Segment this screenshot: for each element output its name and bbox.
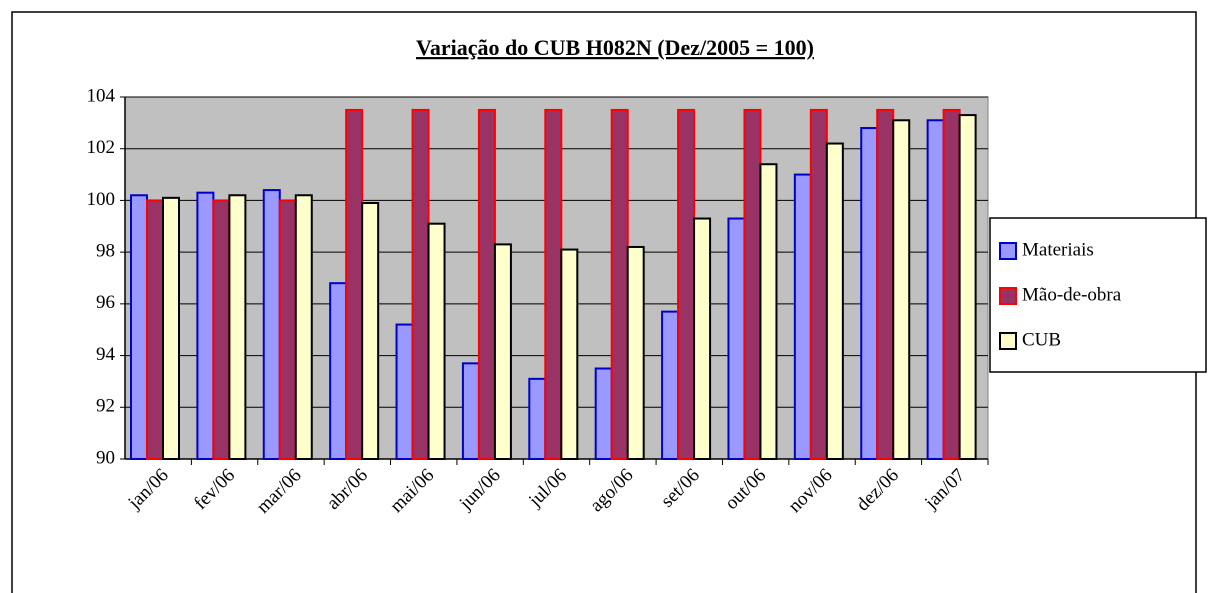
legend-label: Materiais	[1022, 239, 1094, 260]
y-tick-label: 92	[96, 396, 115, 417]
bar	[610, 108, 629, 461]
legend-swatch	[999, 242, 1017, 260]
x-tick-label: abr/06	[323, 465, 372, 514]
legend-swatch	[999, 332, 1017, 350]
bar	[677, 108, 696, 461]
bar	[411, 108, 430, 461]
bar	[958, 114, 977, 460]
bar	[892, 119, 911, 461]
x-tick-label: jan/07	[920, 465, 969, 514]
bar	[759, 163, 778, 460]
x-tick-label: dez/06	[852, 465, 903, 516]
bar	[461, 362, 480, 461]
bar	[626, 245, 645, 460]
bar	[560, 248, 579, 460]
x-tick-label: jun/06	[455, 465, 505, 515]
bar	[212, 199, 231, 461]
x-tick-label: ago/06	[586, 465, 637, 516]
bar	[493, 243, 512, 460]
x-tick-label: jul/06	[524, 465, 571, 512]
bar	[942, 108, 961, 461]
y-tick-label: 94	[96, 344, 116, 365]
bar	[196, 191, 215, 461]
legend-label: Mão-de-obra	[1022, 284, 1122, 305]
bar	[743, 108, 762, 461]
x-tick-label: jan/06	[124, 465, 173, 514]
bar	[661, 310, 680, 460]
bar	[825, 142, 844, 461]
x-tick-label: set/06	[657, 465, 704, 512]
chart-title: Variação do CUB H082N (Dez/2005 = 100)	[416, 35, 814, 60]
bar	[809, 108, 828, 461]
bar	[693, 217, 712, 460]
y-tick-label: 96	[96, 292, 115, 313]
bar	[262, 189, 281, 460]
legend-label: CUB	[1022, 329, 1061, 350]
y-tick-label: 102	[87, 137, 116, 158]
bar	[477, 108, 496, 461]
bar	[329, 282, 348, 460]
y-tick-label: 98	[96, 241, 115, 262]
bar	[294, 194, 313, 460]
bar	[278, 199, 297, 461]
bar	[130, 194, 148, 460]
legend-swatch	[999, 287, 1017, 305]
bar	[544, 108, 563, 461]
bar	[228, 194, 247, 460]
bar	[162, 196, 180, 460]
bar	[528, 377, 547, 461]
bar	[727, 217, 746, 460]
x-tick-label: mai/06	[386, 465, 438, 517]
bar	[594, 367, 613, 460]
x-tick-label: out/06	[721, 465, 770, 514]
bar	[361, 202, 380, 460]
y-tick-label: 90	[96, 447, 115, 468]
y-tick-label: 104	[87, 85, 116, 106]
x-tick-label: nov/06	[784, 465, 836, 517]
x-tick-label: fev/06	[190, 465, 239, 514]
bar	[427, 222, 446, 460]
legend-box	[989, 217, 1207, 373]
bar	[860, 127, 879, 460]
y-tick-label: 100	[87, 189, 116, 210]
bar	[345, 108, 364, 461]
bar	[793, 173, 812, 460]
bar	[395, 323, 414, 460]
x-tick-label: mar/06	[253, 465, 306, 518]
bar	[146, 199, 164, 461]
bar	[876, 108, 895, 461]
bar	[926, 119, 945, 461]
